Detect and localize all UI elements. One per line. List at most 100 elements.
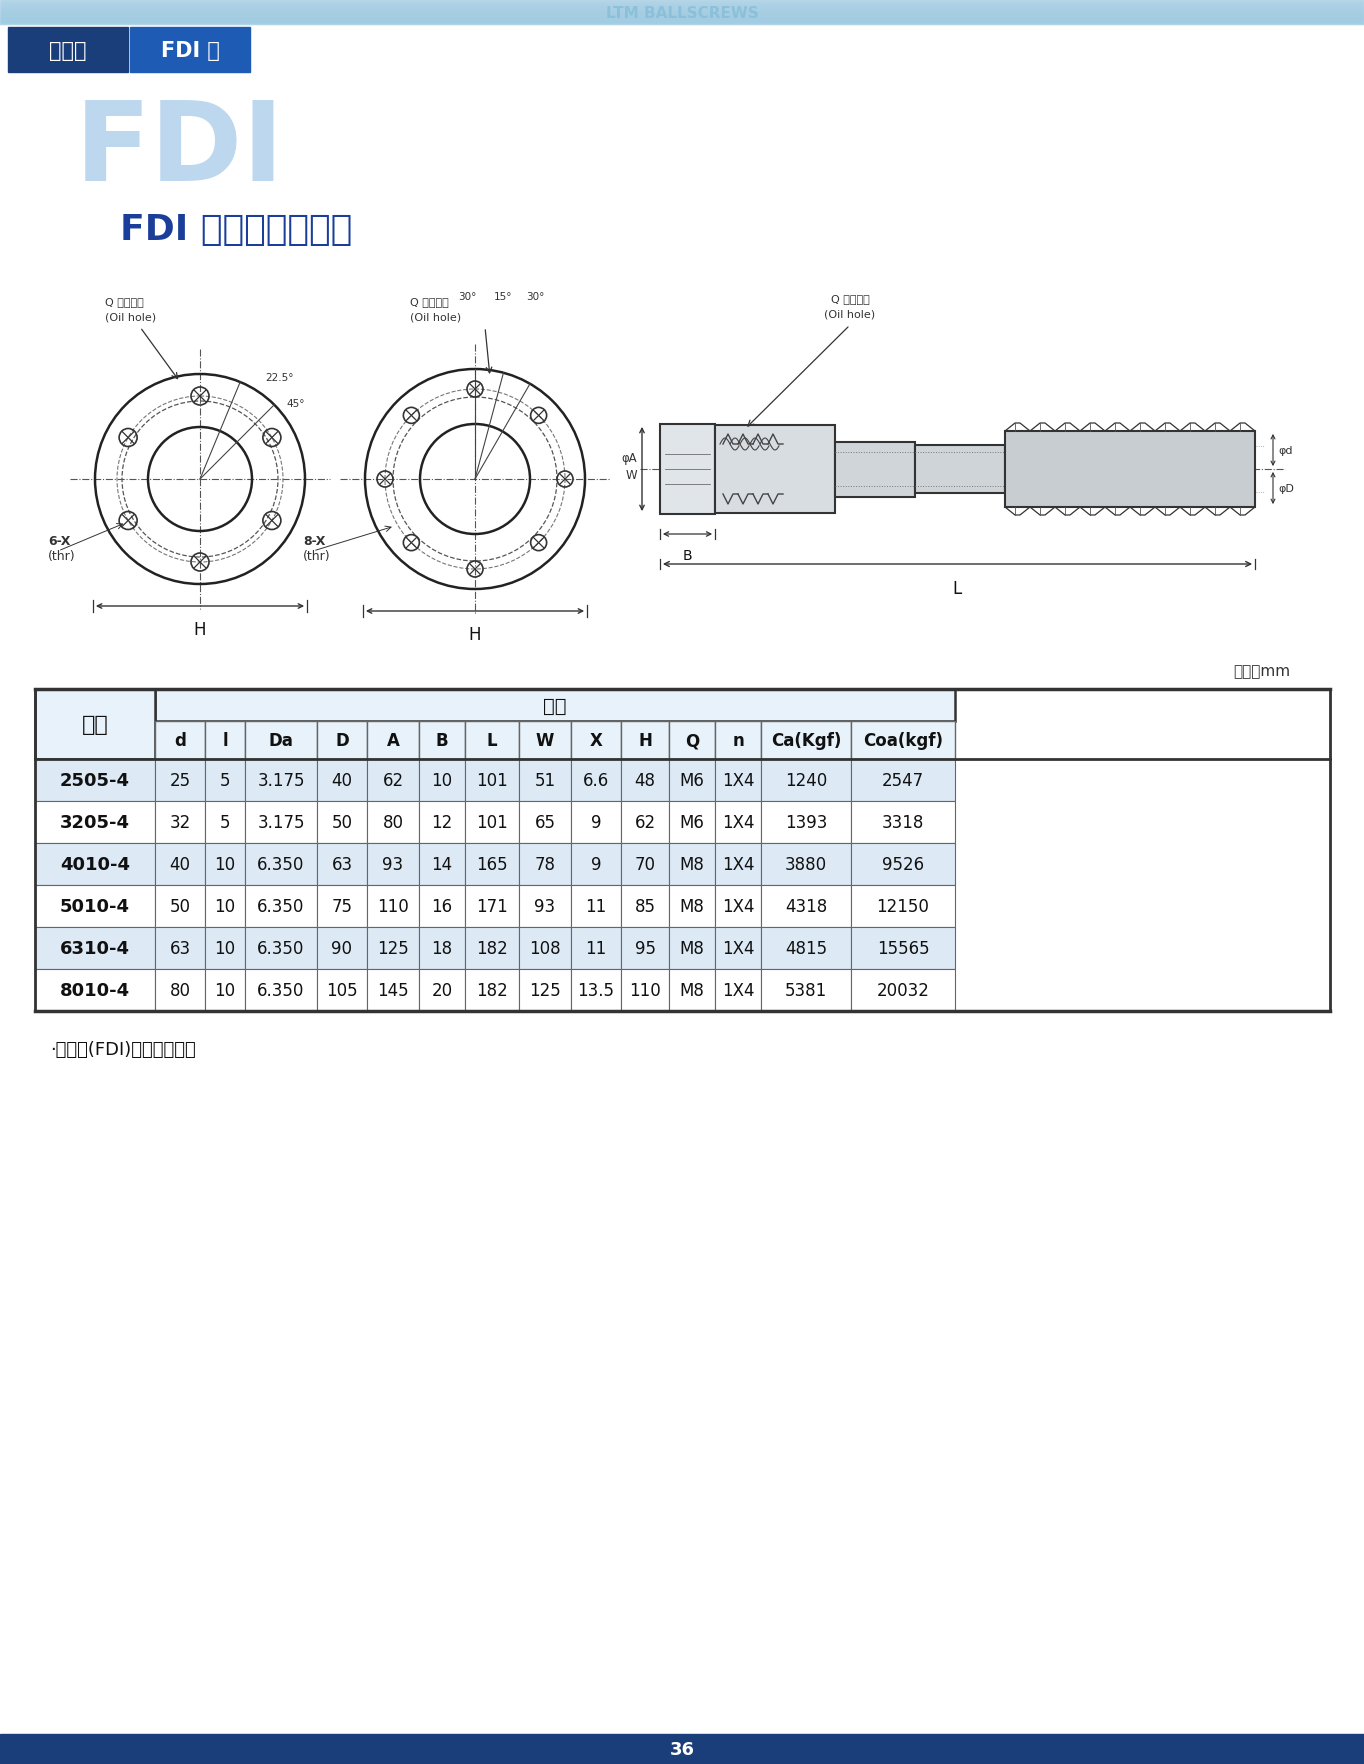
- Text: 8-X: 8-X: [303, 534, 326, 547]
- Text: φA: φA: [622, 452, 637, 464]
- Text: 62: 62: [382, 771, 404, 790]
- Bar: [761, 721, 851, 760]
- Bar: [1005, 432, 1255, 508]
- Text: M6: M6: [679, 771, 704, 790]
- Bar: [518, 760, 572, 801]
- Bar: [465, 801, 518, 843]
- Text: 10: 10: [214, 856, 236, 873]
- Text: 50: 50: [331, 813, 352, 831]
- Text: 6.350: 6.350: [258, 898, 304, 916]
- Text: B: B: [435, 732, 449, 750]
- Bar: [668, 721, 715, 760]
- Text: 10: 10: [214, 898, 236, 916]
- Bar: [761, 886, 851, 928]
- Text: 85: 85: [634, 898, 656, 916]
- Text: 4010-4: 4010-4: [60, 856, 130, 873]
- Text: 3880: 3880: [784, 856, 827, 873]
- Text: FDI: FDI: [75, 97, 285, 203]
- Text: 9526: 9526: [883, 856, 923, 873]
- Text: 1X4: 1X4: [722, 771, 754, 790]
- Text: L: L: [487, 732, 498, 750]
- Text: 182: 182: [476, 981, 507, 1000]
- Bar: [715, 801, 761, 843]
- Bar: [518, 970, 572, 1011]
- Bar: [518, 843, 572, 886]
- Bar: [367, 843, 419, 886]
- Text: 5: 5: [220, 771, 231, 790]
- Text: FDI 型: FDI 型: [161, 41, 220, 60]
- Bar: [851, 886, 955, 928]
- Text: 40: 40: [169, 856, 191, 873]
- Text: M8: M8: [679, 898, 704, 916]
- Text: M8: M8: [679, 940, 704, 958]
- Text: FDI 雙螺帽內循環式: FDI 雙螺帽內循環式: [120, 213, 352, 247]
- Bar: [155, 721, 205, 760]
- Text: M6: M6: [679, 813, 704, 831]
- Bar: [205, 721, 246, 760]
- Text: 171: 171: [476, 898, 507, 916]
- Text: 16: 16: [431, 898, 453, 916]
- Bar: [35, 801, 155, 843]
- Text: 10: 10: [431, 771, 453, 790]
- Text: 182: 182: [476, 940, 507, 958]
- Text: 11: 11: [585, 898, 607, 916]
- Text: (thr): (thr): [303, 550, 330, 563]
- Text: D: D: [336, 732, 349, 750]
- Text: 10: 10: [214, 940, 236, 958]
- Bar: [35, 690, 155, 760]
- Bar: [246, 760, 316, 801]
- Bar: [572, 721, 621, 760]
- Bar: [668, 970, 715, 1011]
- Text: LTM BALLSCREWS: LTM BALLSCREWS: [606, 5, 758, 21]
- Text: M8: M8: [679, 856, 704, 873]
- Bar: [715, 843, 761, 886]
- Text: Coa(kgf): Coa(kgf): [863, 732, 943, 750]
- Text: 110: 110: [376, 898, 409, 916]
- Text: L: L: [953, 580, 962, 598]
- Bar: [518, 801, 572, 843]
- Bar: [668, 843, 715, 886]
- Text: 110: 110: [629, 981, 662, 1000]
- Text: 5010-4: 5010-4: [60, 898, 130, 916]
- Bar: [246, 928, 316, 970]
- Text: 45°: 45°: [286, 399, 304, 409]
- Bar: [851, 970, 955, 1011]
- Bar: [155, 886, 205, 928]
- Text: H: H: [469, 626, 481, 644]
- Text: 1393: 1393: [784, 813, 827, 831]
- Text: 單位：mm: 單位：mm: [1233, 663, 1290, 679]
- Bar: [246, 801, 316, 843]
- Text: 108: 108: [529, 940, 561, 958]
- Text: 5: 5: [220, 813, 231, 831]
- Text: Q 오일구멍: Q 오일구멍: [831, 295, 869, 303]
- Bar: [518, 886, 572, 928]
- Bar: [316, 801, 367, 843]
- Text: 30°: 30°: [458, 291, 476, 302]
- Text: 12150: 12150: [877, 898, 929, 916]
- Bar: [155, 760, 205, 801]
- Bar: [915, 446, 1005, 494]
- Text: 20: 20: [431, 981, 453, 1000]
- Text: (Oil hole): (Oil hole): [105, 312, 155, 321]
- Bar: [465, 886, 518, 928]
- Bar: [35, 886, 155, 928]
- Text: 125: 125: [376, 940, 409, 958]
- Text: 101: 101: [476, 813, 507, 831]
- Bar: [715, 425, 835, 513]
- Text: Da: Da: [269, 732, 293, 750]
- Bar: [621, 928, 668, 970]
- Text: A: A: [386, 732, 400, 750]
- Bar: [465, 721, 518, 760]
- Bar: [367, 801, 419, 843]
- Text: 4815: 4815: [784, 940, 827, 958]
- Text: Q: Q: [685, 732, 700, 750]
- Bar: [572, 886, 621, 928]
- Bar: [465, 928, 518, 970]
- Text: 型號: 型號: [82, 714, 108, 734]
- Text: 1X4: 1X4: [722, 940, 754, 958]
- Bar: [205, 886, 246, 928]
- Text: 6.350: 6.350: [258, 981, 304, 1000]
- Text: 6.350: 6.350: [258, 856, 304, 873]
- Bar: [621, 843, 668, 886]
- Bar: [715, 970, 761, 1011]
